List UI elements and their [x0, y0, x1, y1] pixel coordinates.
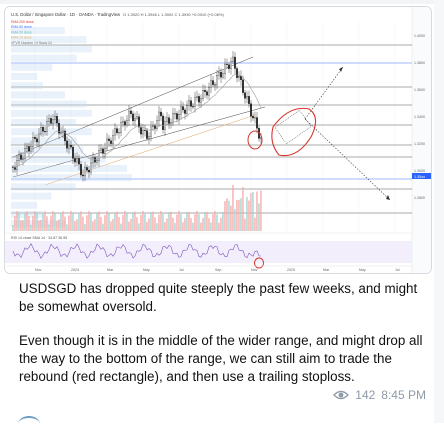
price-axis: 1.4000 1.3800 1.3600 1.3400 1.3200 1.3000 1.28… — [414, 34, 425, 200]
oversold-circle — [247, 130, 263, 150]
next-message-avatar[interactable] — [18, 416, 40, 432]
x-tick-label: May — [359, 268, 366, 272]
top-edge — [0, 0, 444, 4]
indicator-label: EMA 50 close — [11, 25, 32, 29]
x-tick-label: Jul — [395, 268, 400, 272]
x-tick-label: Nov — [35, 268, 42, 272]
x-tick-label: 2025 — [287, 268, 295, 272]
message-time: 8:45 PM — [381, 388, 426, 402]
y-tick-label: 1.3800 — [414, 61, 425, 65]
view-count: 142 — [355, 388, 376, 402]
ohlc-readout: O 1.3920 H 1.3946 L 1.3902 C 1.3930 +0.0… — [123, 12, 224, 17]
price-chart: U.S. Dollar / Singapore Dollar · 1D · OA… — [5, 7, 431, 273]
price-tag — [412, 173, 431, 179]
y-tick-label: 1.3200 — [414, 142, 425, 146]
message-text: USDSGD has dropped quite steeply the pas… — [19, 280, 427, 402]
rsi-oversold-circle — [254, 257, 264, 269]
x-tick-label: Mar — [323, 268, 330, 272]
y-tick-label: 1.2800 — [414, 196, 425, 200]
chart-image[interactable]: U.S. Dollar / Singapore Dollar · 1D · OA… — [4, 6, 432, 274]
indicator-label: VPVR Number Of Rows 24 — [11, 41, 52, 45]
projection-paths — [304, 66, 391, 201]
x-tick-label: May — [143, 268, 150, 272]
message-meta: 142 8:45 PM — [333, 388, 426, 402]
trend-channel — [12, 56, 266, 186]
indicator-label: EMA 200 close — [11, 20, 34, 24]
indicator-label: EMA 10 close — [11, 36, 32, 40]
y-tick-label: 1.3400 — [414, 115, 425, 119]
rsi-label: RSI 14 close SMA 14 · 34.87 36.95 — [11, 236, 67, 240]
x-tick-label: Nov — [251, 268, 258, 272]
message-paragraph-1: USDSGD has dropped quite steeply the pas… — [19, 281, 418, 314]
message-paragraph-2: Even though it is in the middle of the w… — [19, 333, 423, 384]
ema-line — [12, 74, 262, 168]
candlestick-series — [12, 51, 262, 182]
time-axis: Nov 2024 Mar May Jul Sep Nov 2025 Mar May Jul — [35, 268, 400, 272]
x-tick-label: Sep — [215, 268, 221, 272]
volume-bars — [12, 185, 262, 231]
rsi-line — [12, 243, 262, 260]
chart-header: U.S. Dollar / Singapore Dollar · 1D · OA… — [11, 12, 121, 17]
x-tick-label: Jul — [179, 268, 184, 272]
scroll-edge[interactable] — [434, 0, 444, 423]
x-tick-label: Mar — [107, 268, 114, 272]
message-frame: U.S. Dollar / Singapore Dollar · 1D · OA… — [0, 0, 444, 423]
rebound-rectangle — [271, 107, 317, 157]
x-tick-label: 2024 — [71, 268, 79, 272]
svg-text:1.35xx: 1.35xx — [414, 175, 425, 179]
y-tick-label: 1.3600 — [414, 88, 425, 92]
eye-icon — [333, 390, 350, 400]
y-tick-label: 1.3000 — [414, 169, 425, 173]
indicator-label: EMA 20 close — [11, 30, 32, 34]
y-tick-label: 1.4000 — [414, 34, 425, 38]
